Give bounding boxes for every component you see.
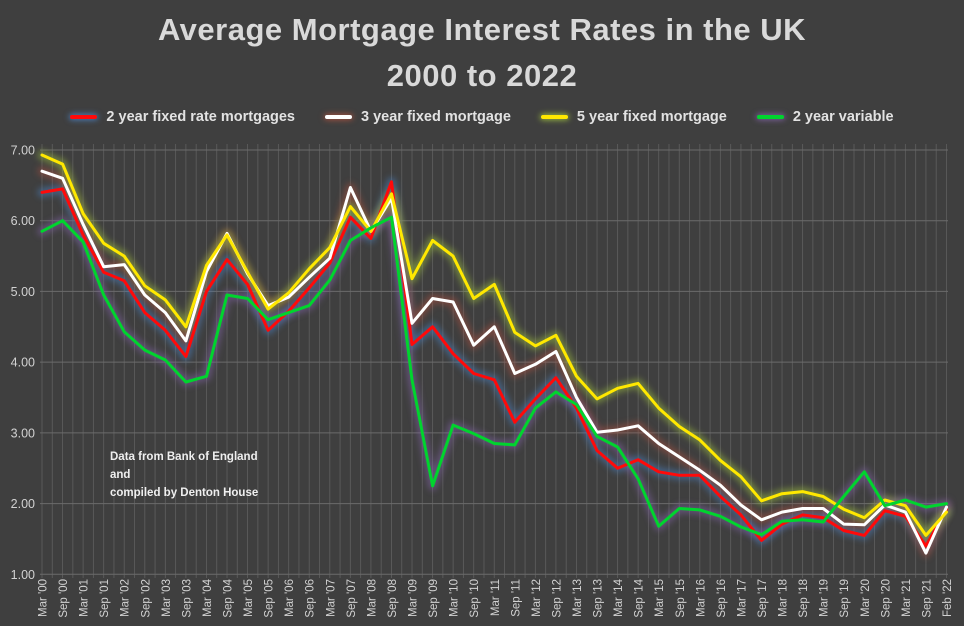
x-tick-label: Sep '19 <box>839 579 851 618</box>
x-tick-label: Feb '22 <box>942 579 954 617</box>
series-line <box>40 180 948 548</box>
x-tick-label: Mar '02 <box>120 579 132 617</box>
legend-label: 2 year fixed rate mortgages <box>106 109 295 125</box>
x-tick-label: Mar '16 <box>695 579 707 617</box>
x-tick-label: Mar '20 <box>860 579 872 617</box>
x-tick-label: Mar '15 <box>654 579 666 617</box>
x-tick-label: Sep '18 <box>798 579 810 618</box>
legend-swatch <box>540 115 568 119</box>
legend-swatch <box>70 115 98 119</box>
x-tick-label: Sep '02 <box>140 579 152 618</box>
x-tick-label: Sep '07 <box>346 579 358 618</box>
x-tick-label: Mar '08 <box>366 579 378 617</box>
y-tick-label: 2.00 <box>11 497 35 511</box>
x-tick-label: Sep '04 <box>223 578 235 617</box>
x-tick-label: Mar '10 <box>449 579 461 617</box>
x-tick-label: Mar '21 <box>901 579 913 617</box>
x-tick-label: Sep '14 <box>634 578 646 617</box>
series-line <box>40 153 948 537</box>
series-line <box>40 169 948 555</box>
y-tick-label: 1.00 <box>11 568 35 582</box>
series-line <box>40 215 948 537</box>
x-tick-label: Sep '09 <box>428 579 440 618</box>
legend-item: 2 year fixed rate mortgages <box>70 109 295 125</box>
chart-legend: 2 year fixed rate mortgages 3 year fixed … <box>0 109 964 125</box>
x-tick-label: Sep '16 <box>716 579 728 618</box>
x-tick-label: Mar '19 <box>819 579 831 617</box>
legend-swatch <box>325 115 352 119</box>
x-tick-label: Sep '03 <box>181 579 193 618</box>
x-tick-label: Mar '00 <box>38 579 50 617</box>
legend-item: 2 year variable <box>756 109 894 125</box>
x-tick-label: Sep '10 <box>469 579 481 618</box>
x-tick-label: Sep '05 <box>264 579 276 618</box>
series-lines-layer <box>40 153 948 555</box>
x-tick-label: Sep '20 <box>880 579 892 618</box>
chart-title-line1: Average Mortgage Interest Rates in the U… <box>157 12 807 47</box>
x-tick-label: Mar '14 <box>613 578 625 617</box>
horizontal-gridlines <box>40 149 948 575</box>
vertical-gridlines <box>41 144 947 578</box>
x-tick-label: Sep '06 <box>305 579 317 618</box>
y-tick-label: 4.00 <box>11 356 35 370</box>
x-tick-label: Sep '08 <box>387 579 399 618</box>
y-tick-label: 6.00 <box>11 214 35 228</box>
x-tick-label: Mar '17 <box>736 579 748 617</box>
legend-swatch <box>756 115 784 119</box>
x-tick-label: Sep '12 <box>551 579 563 618</box>
x-tick-label: Sep '21 <box>921 579 933 618</box>
x-tick-label: Sep '13 <box>593 579 605 618</box>
x-tick-label: Sep '17 <box>757 579 769 618</box>
x-tick-label: Mar '05 <box>243 579 255 617</box>
x-tick-label: Mar '04 <box>202 578 214 617</box>
x-tick-label: Mar '18 <box>778 579 790 617</box>
x-tick-label: Mar '01 <box>79 579 91 617</box>
x-tick-label: Mar '13 <box>572 579 584 617</box>
source-annotation: Data from Bank of England and compiled b… <box>110 449 280 502</box>
chart-title-line2: 2000 to 2022 <box>386 58 578 93</box>
x-tick-label: Sep '11 <box>510 579 522 617</box>
x-tick-label: Mar '09 <box>408 579 420 617</box>
x-tick-label: Sep '01 <box>99 579 111 618</box>
legend-label: 5 year fixed mortgage <box>576 109 727 125</box>
x-tick-label: Sep '15 <box>675 579 687 618</box>
x-tick-label: Mar '07 <box>325 579 337 617</box>
legend-item: 3 year fixed mortgage <box>325 109 511 125</box>
x-axis-labels: Mar '00 Sep '00 Mar '01 Sep '01 Mar '02 Sep '… <box>38 578 955 617</box>
x-tick-label: Mar '11 <box>490 579 502 616</box>
legend-item: 5 year fixed mortgage <box>540 109 727 125</box>
legend-label: 2 year variable <box>792 109 894 125</box>
x-tick-label: Mar '06 <box>284 579 296 617</box>
y-axis-labels: 7.00 6.00 5.00 4.00 3.00 2.00 1.00 <box>11 144 35 582</box>
y-tick-label: 7.00 <box>11 144 35 158</box>
legend-label: 3 year fixed mortgage <box>361 109 511 125</box>
x-tick-label: Mar '03 <box>161 579 173 617</box>
x-tick-label: Sep '00 <box>58 579 70 618</box>
source-annotation-line2: compiled by Denton House <box>110 486 259 499</box>
x-tick-label: Mar '12 <box>531 579 543 617</box>
y-tick-label: 3.00 <box>11 426 35 440</box>
y-tick-label: 5.00 <box>11 285 35 299</box>
source-annotation-line1: Data from Bank of England and <box>110 451 258 481</box>
